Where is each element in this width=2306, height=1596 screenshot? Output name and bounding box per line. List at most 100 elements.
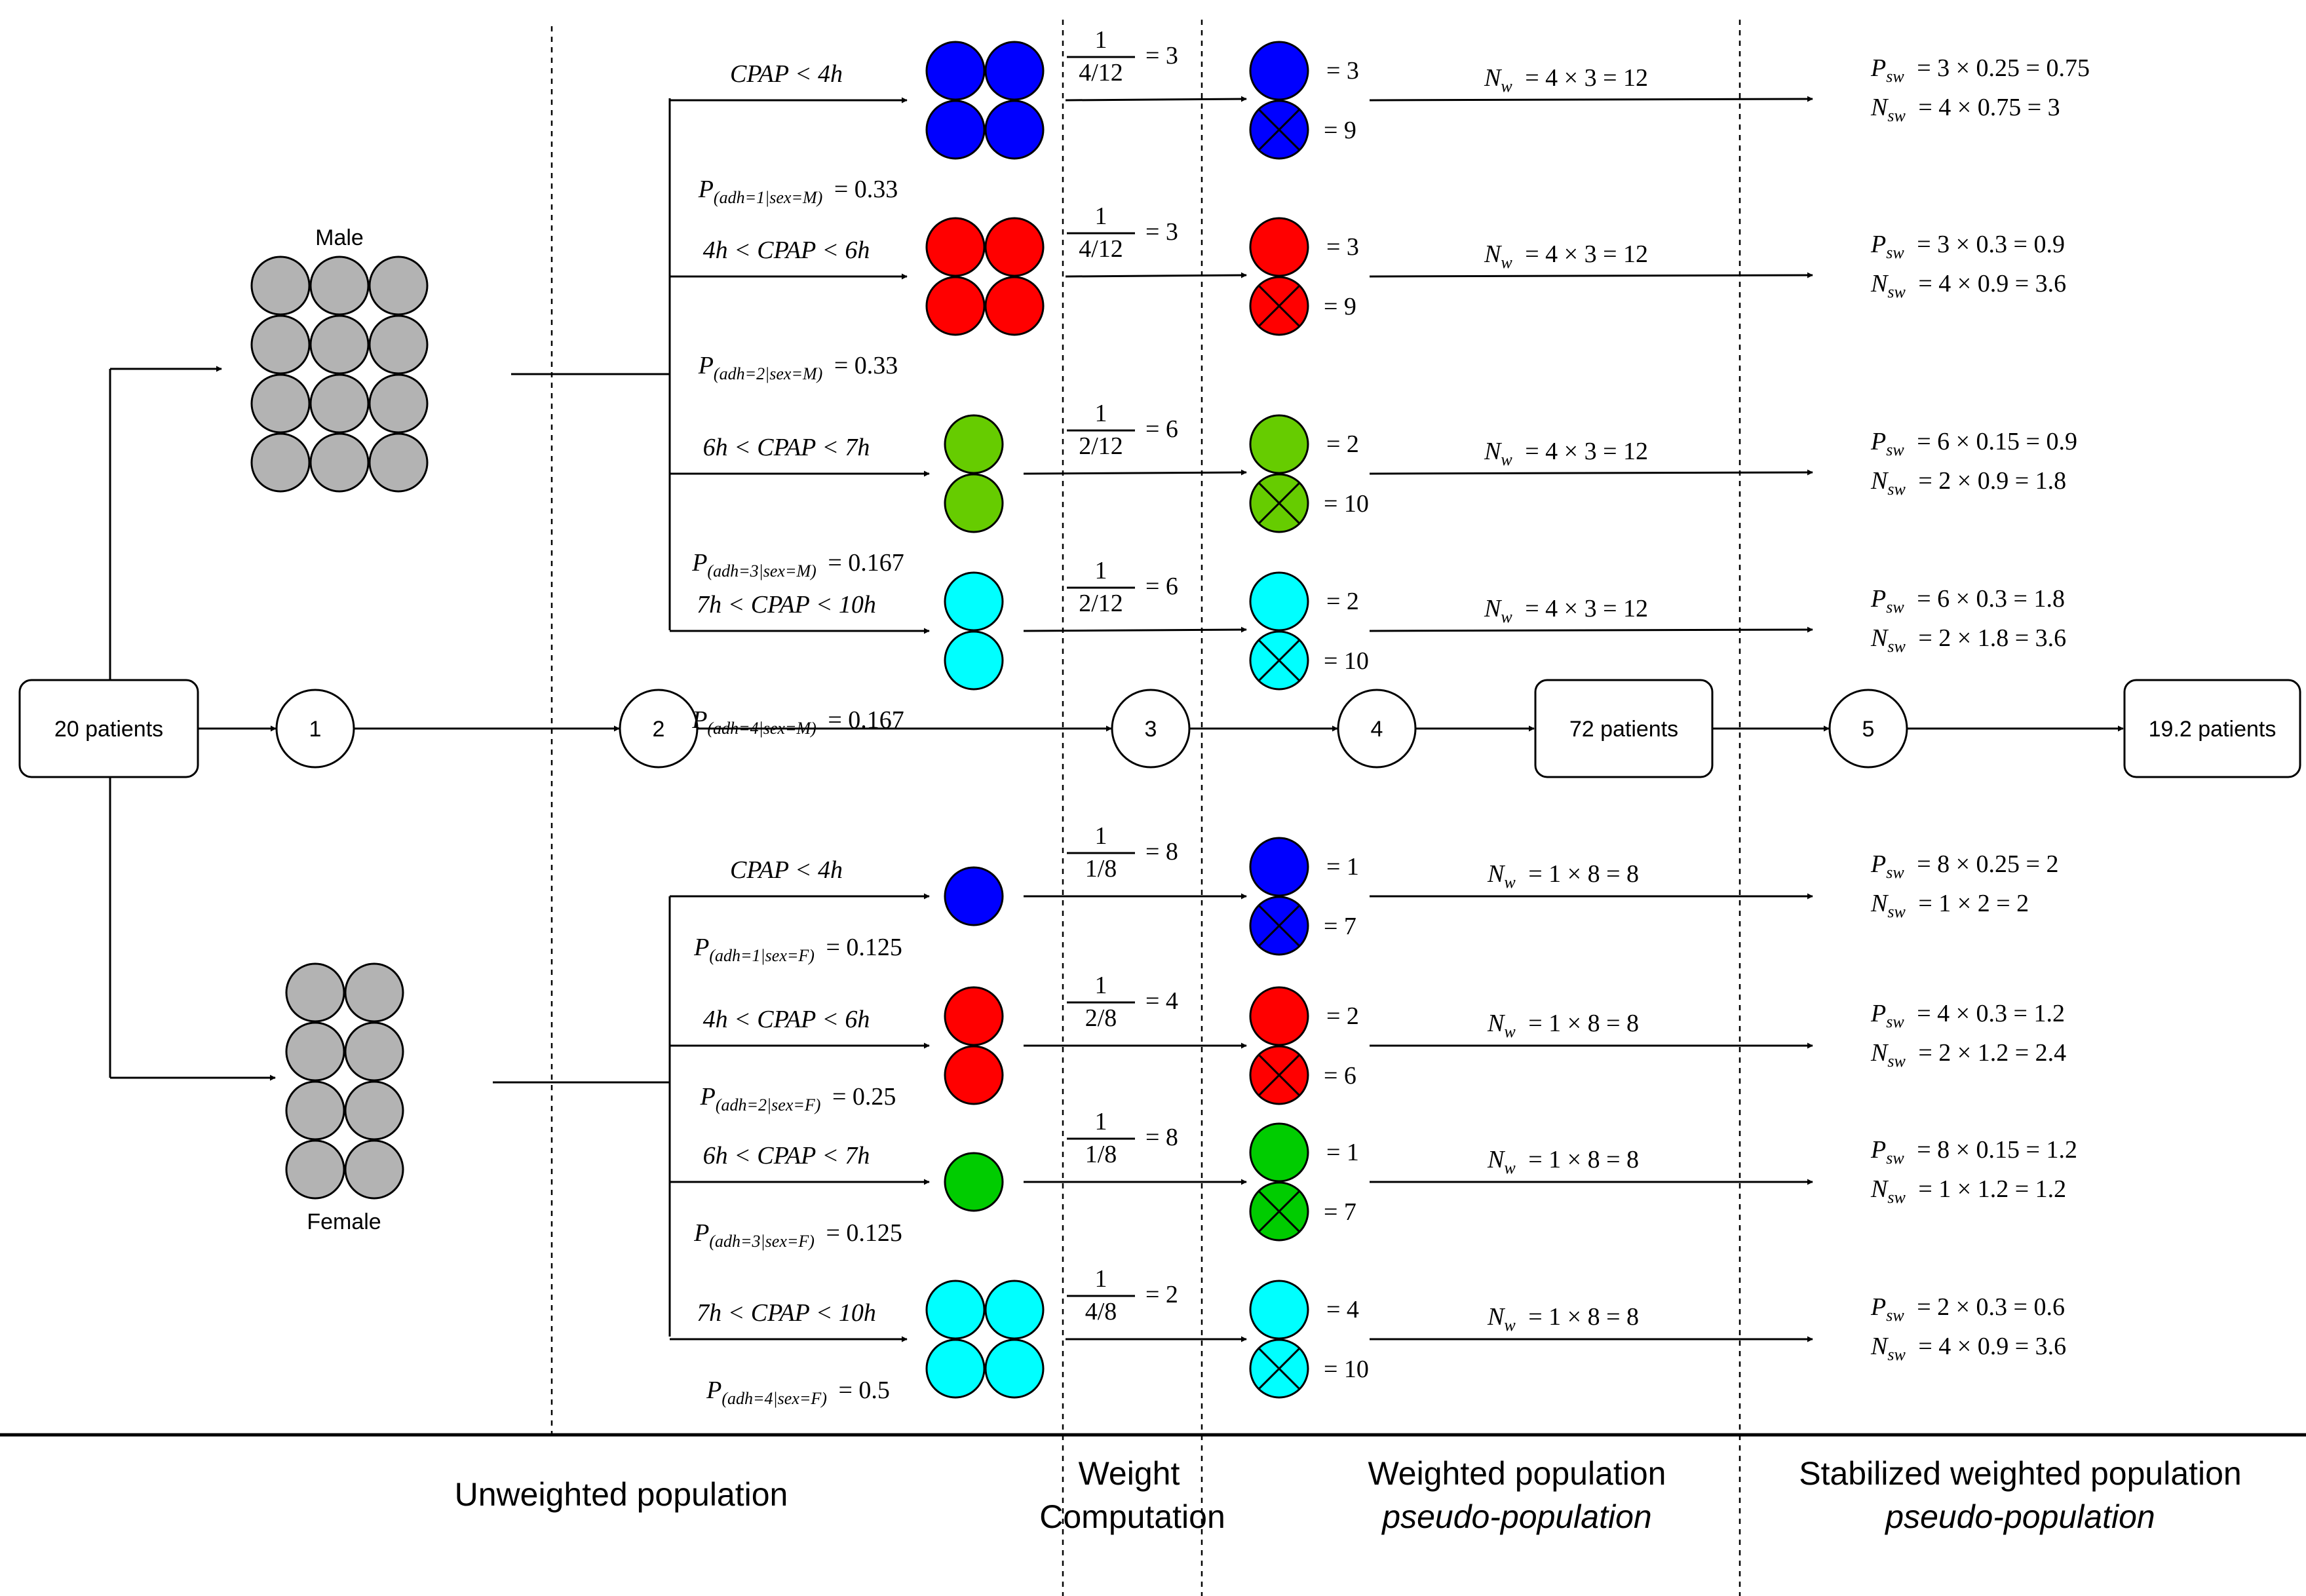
svg-text:= 8: = 8 bbox=[1145, 838, 1178, 865]
cpap-range: CPAP < 4h bbox=[730, 60, 843, 88]
male-patient bbox=[252, 434, 309, 491]
adherence-patients bbox=[945, 987, 1003, 1104]
male-branch-3: 6h < CPAP < 7h P(adh=3|sex=M) = 0.167 1 2/1… bbox=[670, 400, 2077, 580]
svg-text:= 3: = 3 bbox=[1145, 218, 1178, 246]
weight-fraction: 14/8= 2 bbox=[1067, 1265, 1178, 1325]
kept-patient bbox=[1250, 42, 1308, 100]
stabilized-n: Nsw = 2 × 1.8 = 3.6 bbox=[1870, 624, 2066, 656]
crossed-count: = 9 bbox=[1324, 293, 1356, 320]
stabilized-p: Psw = 4 × 0.3 = 1.2 bbox=[1870, 1000, 2065, 1031]
adherence-patients bbox=[945, 415, 1003, 532]
crossed-patient bbox=[1250, 632, 1308, 689]
stabilized-p: Psw = 8 × 0.15 = 1.2 bbox=[1870, 1136, 2077, 1168]
kept-count: = 3 bbox=[1326, 233, 1359, 261]
svg-text:1: 1 bbox=[1095, 26, 1107, 54]
cpap-range: 7h < CPAP < 10h bbox=[697, 591, 876, 618]
weight-fraction: 1 1/8 = 8 bbox=[1067, 1108, 1178, 1168]
svg-text:= 8: = 8 bbox=[1145, 1124, 1178, 1151]
female-branch-1: CPAP < 4hP(adh=1|sex=F) = 0.12511/8= 8= … bbox=[670, 822, 2058, 965]
crossed-patient bbox=[1250, 474, 1308, 532]
svg-text:4/12: 4/12 bbox=[1079, 235, 1123, 263]
svg-text:1/8: 1/8 bbox=[1085, 855, 1117, 883]
svg-text:2/12: 2/12 bbox=[1079, 432, 1123, 460]
crossed-count: = 7 bbox=[1324, 1198, 1356, 1226]
kept-count: = 2 bbox=[1326, 1002, 1359, 1030]
kept-count: = 2 bbox=[1326, 588, 1359, 615]
crossed-patient bbox=[1250, 897, 1308, 955]
male-patient bbox=[370, 375, 427, 432]
svg-text:1/8: 1/8 bbox=[1085, 1141, 1117, 1168]
crossed-count: = 7 bbox=[1324, 913, 1356, 940]
svg-text:1: 1 bbox=[1095, 202, 1107, 230]
kept-count: = 1 bbox=[1326, 853, 1359, 881]
start-box-label: 20 patients bbox=[54, 717, 163, 742]
female-patient bbox=[286, 964, 344, 1021]
kept-count: = 1 bbox=[1326, 1139, 1359, 1166]
male-patient bbox=[252, 316, 309, 373]
section-stabilized-line1: Stabilized weighted population bbox=[1799, 1455, 2242, 1492]
cpap-range: 4h < CPAP < 6h bbox=[703, 1006, 870, 1033]
section-weighted-line1: Weighted population bbox=[1368, 1455, 1666, 1492]
svg-text:1: 1 bbox=[1095, 1108, 1107, 1135]
female-patient bbox=[345, 1023, 403, 1080]
crossed-count: = 10 bbox=[1324, 647, 1369, 675]
cpap-range: 6h < CPAP < 7h bbox=[703, 1142, 870, 1169]
weighted-box-label: 72 patients bbox=[1569, 717, 1678, 742]
weight-fraction: 1 1/8 = 8 bbox=[1067, 822, 1178, 883]
stabilized-p: Psw = 2 × 0.3 = 0.6 bbox=[1870, 1293, 2065, 1325]
svg-text:1: 1 bbox=[1095, 557, 1107, 584]
kept-patient bbox=[1250, 573, 1308, 630]
weighted-n: Nw = 4 × 3 = 12 bbox=[1484, 240, 1648, 272]
stabilized-n: Nsw = 2 × 1.2 = 2.4 bbox=[1870, 1039, 2066, 1071]
weight-fraction: 1 2/8 = 4 bbox=[1067, 972, 1178, 1032]
female-branch-4: 7h < CPAP < 10h P(adh=4|sex=F) = 0.5 1 4/8 =… bbox=[670, 1265, 2066, 1408]
female-branch-3: 6h < CPAP < 7h P(adh=3|sex=F) = 0.125 1 1/8… bbox=[670, 1108, 2077, 1251]
adherence-patients bbox=[945, 573, 1003, 689]
crossed-patient bbox=[1250, 1046, 1308, 1104]
svg-text:1: 1 bbox=[1095, 972, 1107, 999]
svg-text:1: 1 bbox=[1095, 400, 1107, 427]
female-branch-2: 4h < CPAP < 6h P(adh=2|sex=F) = 0.25 1 2/8 =… bbox=[670, 972, 2066, 1114]
section-weight-line2: Computation bbox=[1039, 1498, 1225, 1535]
cpap-range: CPAP < 4h bbox=[730, 856, 843, 884]
probability-label: P(adh=4|sex=M) = 0.167 bbox=[691, 706, 904, 738]
step-1-label: 1 bbox=[309, 717, 322, 742]
male-patient bbox=[370, 316, 427, 373]
adherence-patients bbox=[927, 42, 1043, 159]
adherence-patients bbox=[927, 1281, 1043, 1397]
male-patient bbox=[252, 257, 309, 314]
crossed-count: = 10 bbox=[1324, 1356, 1369, 1383]
kept-count: = 3 bbox=[1326, 57, 1359, 85]
stabilized-n: Nsw = 4 × 0.9 = 3.6 bbox=[1870, 270, 2066, 301]
female-patient bbox=[345, 964, 403, 1021]
svg-text:= 3: = 3 bbox=[1145, 42, 1178, 69]
female-patient bbox=[345, 1141, 403, 1198]
svg-text:2/8: 2/8 bbox=[1085, 1004, 1117, 1032]
male-patient bbox=[311, 375, 368, 432]
probability-label: P(adh=3|sex=F) = 0.125 bbox=[693, 1219, 902, 1251]
section-weighted-line2: pseudo-population bbox=[1381, 1498, 1651, 1535]
kept-patient bbox=[1250, 218, 1308, 276]
probability-label: P(adh=1|sex=M) = 0.33 bbox=[698, 176, 898, 207]
kept-patient bbox=[1250, 838, 1308, 896]
probability-label: P(adh=2|sex=F) = 0.25 bbox=[700, 1083, 896, 1114]
crossed-count: = 6 bbox=[1324, 1062, 1356, 1090]
female-patient bbox=[286, 1141, 344, 1198]
probability-label: P(adh=2|sex=M) = 0.33 bbox=[698, 352, 898, 383]
svg-text:2/12: 2/12 bbox=[1079, 590, 1123, 617]
male-label: Male bbox=[315, 225, 364, 250]
male-population bbox=[252, 257, 427, 491]
stabilized-p: Psw = 3 × 0.25 = 0.75 bbox=[1870, 54, 2090, 86]
female-label: Female bbox=[307, 1209, 381, 1234]
step-3-label: 3 bbox=[1145, 717, 1157, 742]
section-stabilized-line2: pseudo-population bbox=[1884, 1498, 2155, 1535]
male-patient bbox=[311, 316, 368, 373]
svg-text:4/8: 4/8 bbox=[1085, 1298, 1117, 1325]
probability-label: P(adh=4|sex=F) = 0.5 bbox=[706, 1377, 890, 1408]
cpap-range: 4h < CPAP < 6h bbox=[703, 237, 870, 264]
kept-patient bbox=[1250, 415, 1308, 473]
male-patient bbox=[311, 434, 368, 491]
kept-patient bbox=[1250, 1281, 1308, 1339]
male-branch-1: CPAP < 4h P(adh=1|sex=M) = 0.33 1 4/12 = 3 = … bbox=[670, 26, 2090, 207]
weighted-n: Nw = 1 × 8 = 8 bbox=[1487, 1010, 1639, 1041]
